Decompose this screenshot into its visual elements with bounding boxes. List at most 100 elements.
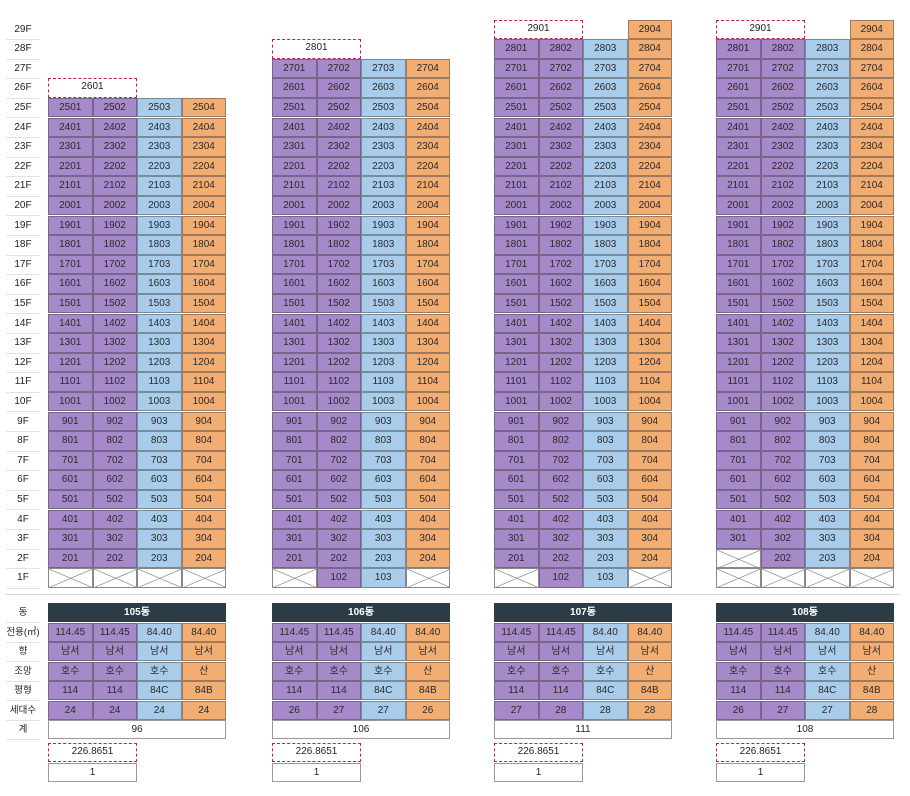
empty-unit [760, 568, 805, 588]
unit-cell: 1502 [538, 293, 583, 314]
unit-cell: 1702 [538, 254, 583, 275]
unit-cell: 801 [48, 431, 93, 451]
unit-cell: 1401 [272, 313, 317, 334]
unit-cell: 401 [48, 509, 93, 530]
unit-cell: 1004 [181, 391, 226, 412]
spec-exclusive-area: 114.45 [272, 622, 317, 642]
floor-label: 19F [6, 216, 40, 237]
unit-cell: 1702 [92, 254, 137, 275]
spec-direction: 남서 [405, 642, 450, 661]
unit-cell: 102 [316, 568, 361, 588]
unit-cell: 2103 [583, 176, 628, 196]
unit-cell: 2701 [272, 58, 317, 79]
unit-cell: 802 [760, 431, 805, 451]
unit-cell: 901 [48, 411, 93, 432]
unit-cell: 2301 [272, 137, 317, 157]
spec-exclusive-area: 84.40 [583, 622, 628, 642]
unit-cell: 1704 [181, 254, 226, 275]
unit-cell: 901 [272, 411, 317, 432]
unit-cell: 1304 [181, 333, 226, 353]
spec-exclusive-area: 114.45 [316, 622, 361, 642]
penthouse-unit: 2601 [48, 78, 137, 98]
unit-cell: 801 [716, 431, 761, 451]
unit-cell: 1202 [316, 352, 361, 373]
unit-cell: 801 [272, 431, 317, 451]
unit-cell: 2604 [405, 78, 450, 98]
unit-cell: 701 [494, 450, 539, 471]
unit-cell: 1904 [181, 215, 226, 236]
unit-cell: 702 [92, 450, 137, 471]
unit-cell: 804 [627, 431, 672, 451]
unit-cell: 1504 [405, 293, 450, 314]
spec-direction: 남서 [805, 642, 850, 661]
empty-unit [716, 568, 761, 588]
unit-cell: 2803 [805, 39, 850, 59]
unit-cell: 403 [805, 509, 850, 530]
empty-unit [716, 548, 761, 569]
unit-cell: 601 [48, 470, 93, 490]
unit-cell: 1102 [316, 372, 361, 392]
unit-cell: 1901 [48, 215, 93, 236]
unit-cell: 804 [405, 431, 450, 451]
unit-cell: 1701 [494, 254, 539, 275]
unit-cell: 602 [316, 470, 361, 490]
unit-cell: 603 [583, 470, 628, 490]
spec-households: 24 [137, 700, 182, 720]
unit-cell: 202 [92, 548, 137, 569]
spec-view: 호수 [583, 661, 628, 681]
row-label: 조망 [6, 662, 40, 682]
unit-cell: 904 [405, 411, 450, 432]
unit-cell: 103 [583, 568, 628, 588]
unit-cell: 2603 [805, 78, 850, 98]
unit-cell: 1302 [92, 333, 137, 353]
unit-cell: 1904 [627, 215, 672, 236]
unit-cell: 802 [538, 431, 583, 451]
unit-cell: 2504 [849, 97, 894, 118]
unit-cell: 2303 [583, 137, 628, 157]
empty-unit [627, 568, 672, 588]
unit-cell: 2804 [849, 39, 894, 59]
unit-cell: 1604 [849, 274, 894, 294]
building-header: 108동 [716, 603, 894, 622]
unit-cell: 2701 [716, 58, 761, 79]
unit-cell: 1802 [760, 235, 805, 255]
unit-cell: 2402 [760, 117, 805, 138]
unit-cell: 1501 [272, 293, 317, 314]
unit-cell: 404 [405, 509, 450, 530]
unit-cell: 2301 [48, 137, 93, 157]
unit-cell: 2603 [361, 78, 406, 98]
floor-label: 8F [6, 431, 40, 452]
spec-pyeong: 84B [181, 681, 226, 700]
spec-pyeong: 84C [805, 681, 850, 700]
unit-cell: 1004 [627, 391, 672, 412]
floor-label: 4F [6, 510, 40, 531]
unit-cell: 1602 [538, 274, 583, 294]
unit-cell: 604 [181, 470, 226, 490]
unit-cell: 1602 [760, 274, 805, 294]
unit-cell: 1003 [583, 391, 628, 412]
empty-unit-icon [273, 569, 317, 588]
unit-cell: 2204 [181, 156, 226, 177]
row-label: 전용(㎡) [6, 623, 40, 643]
unit-cell: 1301 [716, 333, 761, 353]
unit-cell: 2103 [137, 176, 182, 196]
unit-cell: 2701 [494, 58, 539, 79]
spec-exclusive-area: 84.40 [405, 622, 450, 642]
spec-exclusive-area: 114.45 [494, 622, 539, 642]
spec-direction: 남서 [137, 642, 182, 661]
unit-cell: 1901 [494, 215, 539, 236]
unit-cell: 301 [48, 529, 93, 549]
unit-cell: 2704 [849, 58, 894, 79]
unit-cell: 2002 [316, 195, 361, 216]
unit-cell: 1003 [361, 391, 406, 412]
unit-cell: 401 [272, 509, 317, 530]
unit-cell: 902 [316, 411, 361, 432]
unit-cell: 2204 [405, 156, 450, 177]
unit-cell: 2204 [849, 156, 894, 177]
unit-cell: 2102 [538, 176, 583, 196]
spec-view: 호수 [48, 661, 93, 681]
unit-cell: 2202 [92, 156, 137, 177]
empty-unit [272, 568, 317, 588]
unit-cell: 1001 [494, 391, 539, 412]
